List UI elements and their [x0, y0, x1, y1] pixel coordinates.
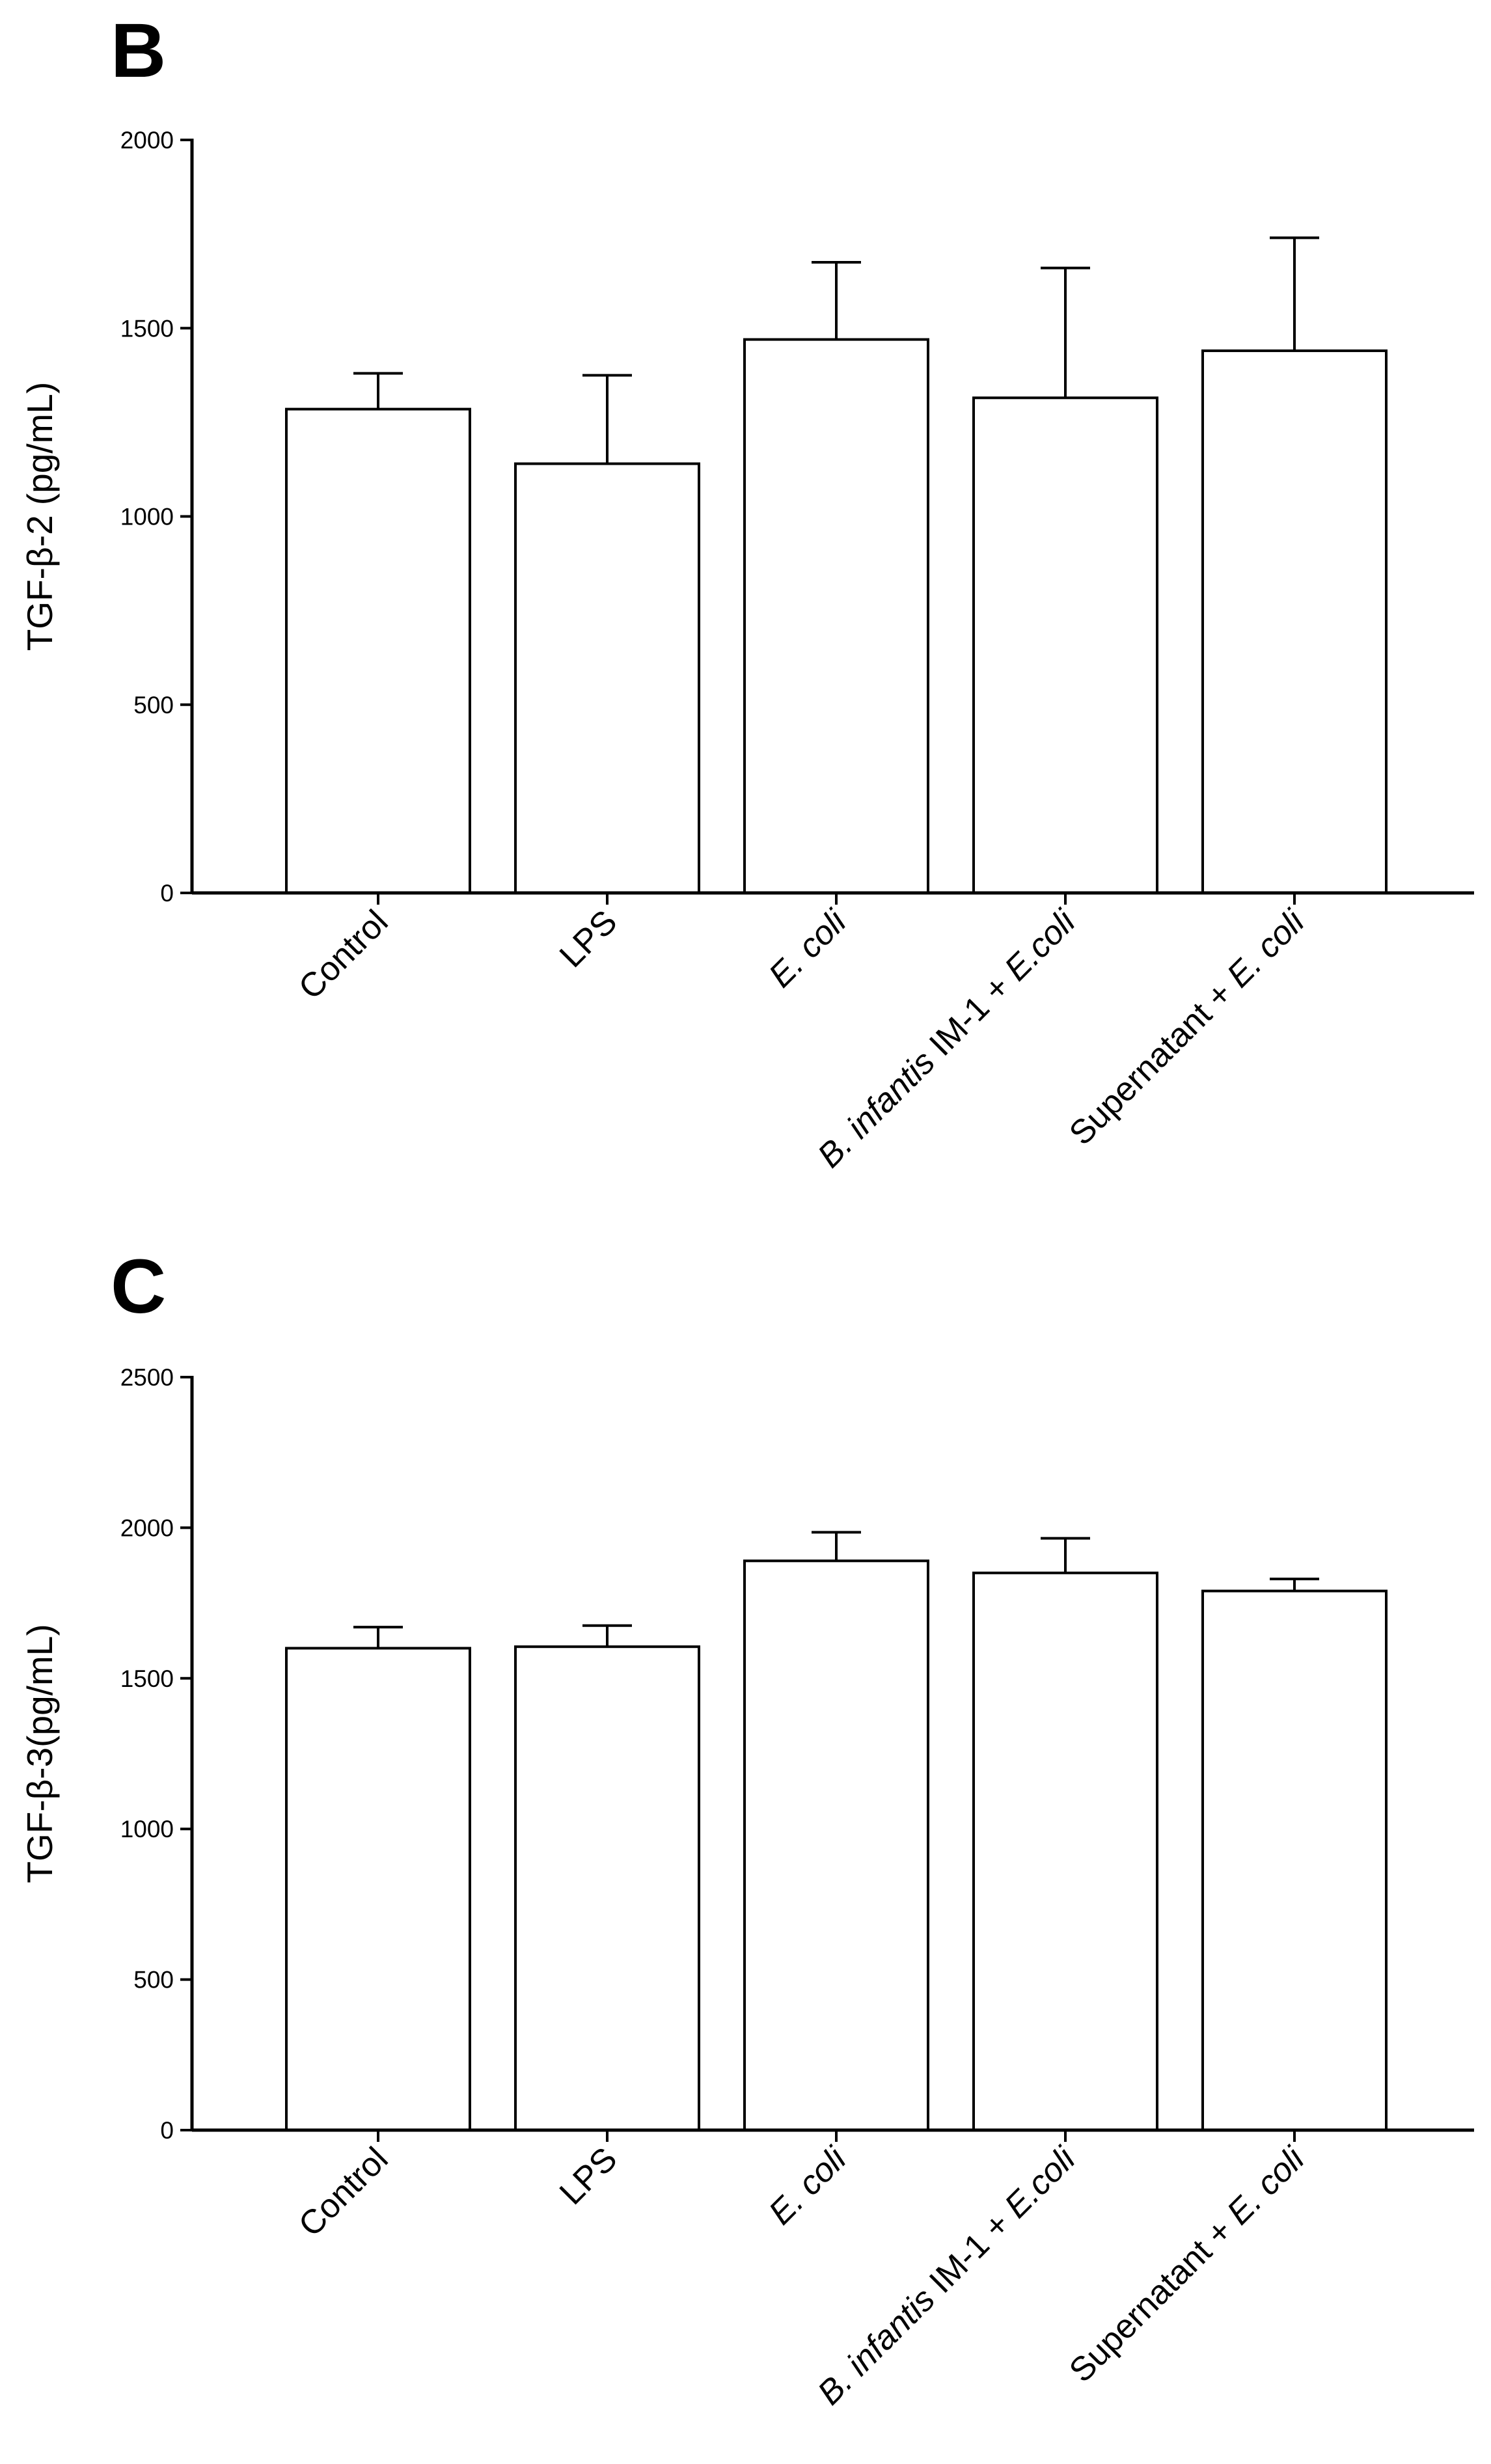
y-tick-label-3: 1500 [120, 1665, 174, 1692]
y-tick-label-0: 0 [160, 2117, 174, 2144]
category-label-4: Supernatant + E. coli [1062, 902, 1312, 1152]
bar-2 [743, 1559, 929, 2132]
y-axis-title: TGF-β-3(pg/mL) [20, 1624, 60, 1883]
y-tick-label-0: 0 [160, 880, 174, 907]
category-label-3: B. infantis IM-1 + E.coli [810, 2139, 1083, 2412]
y-tick-label-4: 2000 [120, 1514, 174, 1541]
bar-1 [514, 1645, 700, 2132]
category-label-2: E. coli [761, 902, 854, 994]
bar-0 [285, 1647, 471, 2131]
y-axis-title: TGF-β-2 (pg/mL) [20, 382, 60, 651]
category-label-0: Control [292, 903, 396, 1007]
bar-3 [972, 1571, 1158, 2132]
category-label-1: LPS [553, 903, 625, 975]
bar-2 [743, 338, 929, 894]
bar-1 [514, 462, 700, 894]
y-tick-label-3: 1500 [120, 315, 174, 342]
panel-b-letter: B [111, 8, 166, 94]
panel-c-letter: C [111, 1244, 166, 1330]
panel-c-chart: C 0 500 1000 1500 2000 2500 TGF-β-3(pg/mL) Cont… [20, 1244, 1474, 2413]
y-tick-label-5: 2500 [120, 1364, 174, 1391]
bar-3 [972, 396, 1158, 894]
y-tick-label-1: 500 [133, 692, 174, 719]
category-label-2: E. coli [761, 2139, 854, 2232]
y-tick-label-1: 500 [133, 1967, 174, 1993]
bar-4 [1201, 349, 1388, 894]
y-tick-label-2: 1000 [120, 1816, 174, 1842]
category-label-3: B. infantis IM-1 + E.coli [810, 902, 1083, 1175]
y-tick-label-4: 2000 [120, 127, 174, 154]
y-tick-label-2: 1000 [120, 504, 174, 530]
bar-0 [285, 407, 471, 894]
category-label-0: Control [292, 2140, 396, 2244]
panel-b-chart: B 0 500 1000 1500 2000 TGF-β-2 (pg/mL) Control… [20, 8, 1474, 1175]
category-label-4: Supernatant + E. coli [1062, 2139, 1312, 2389]
bar-4 [1201, 1589, 1388, 2131]
category-label-1: LPS [553, 2140, 625, 2212]
